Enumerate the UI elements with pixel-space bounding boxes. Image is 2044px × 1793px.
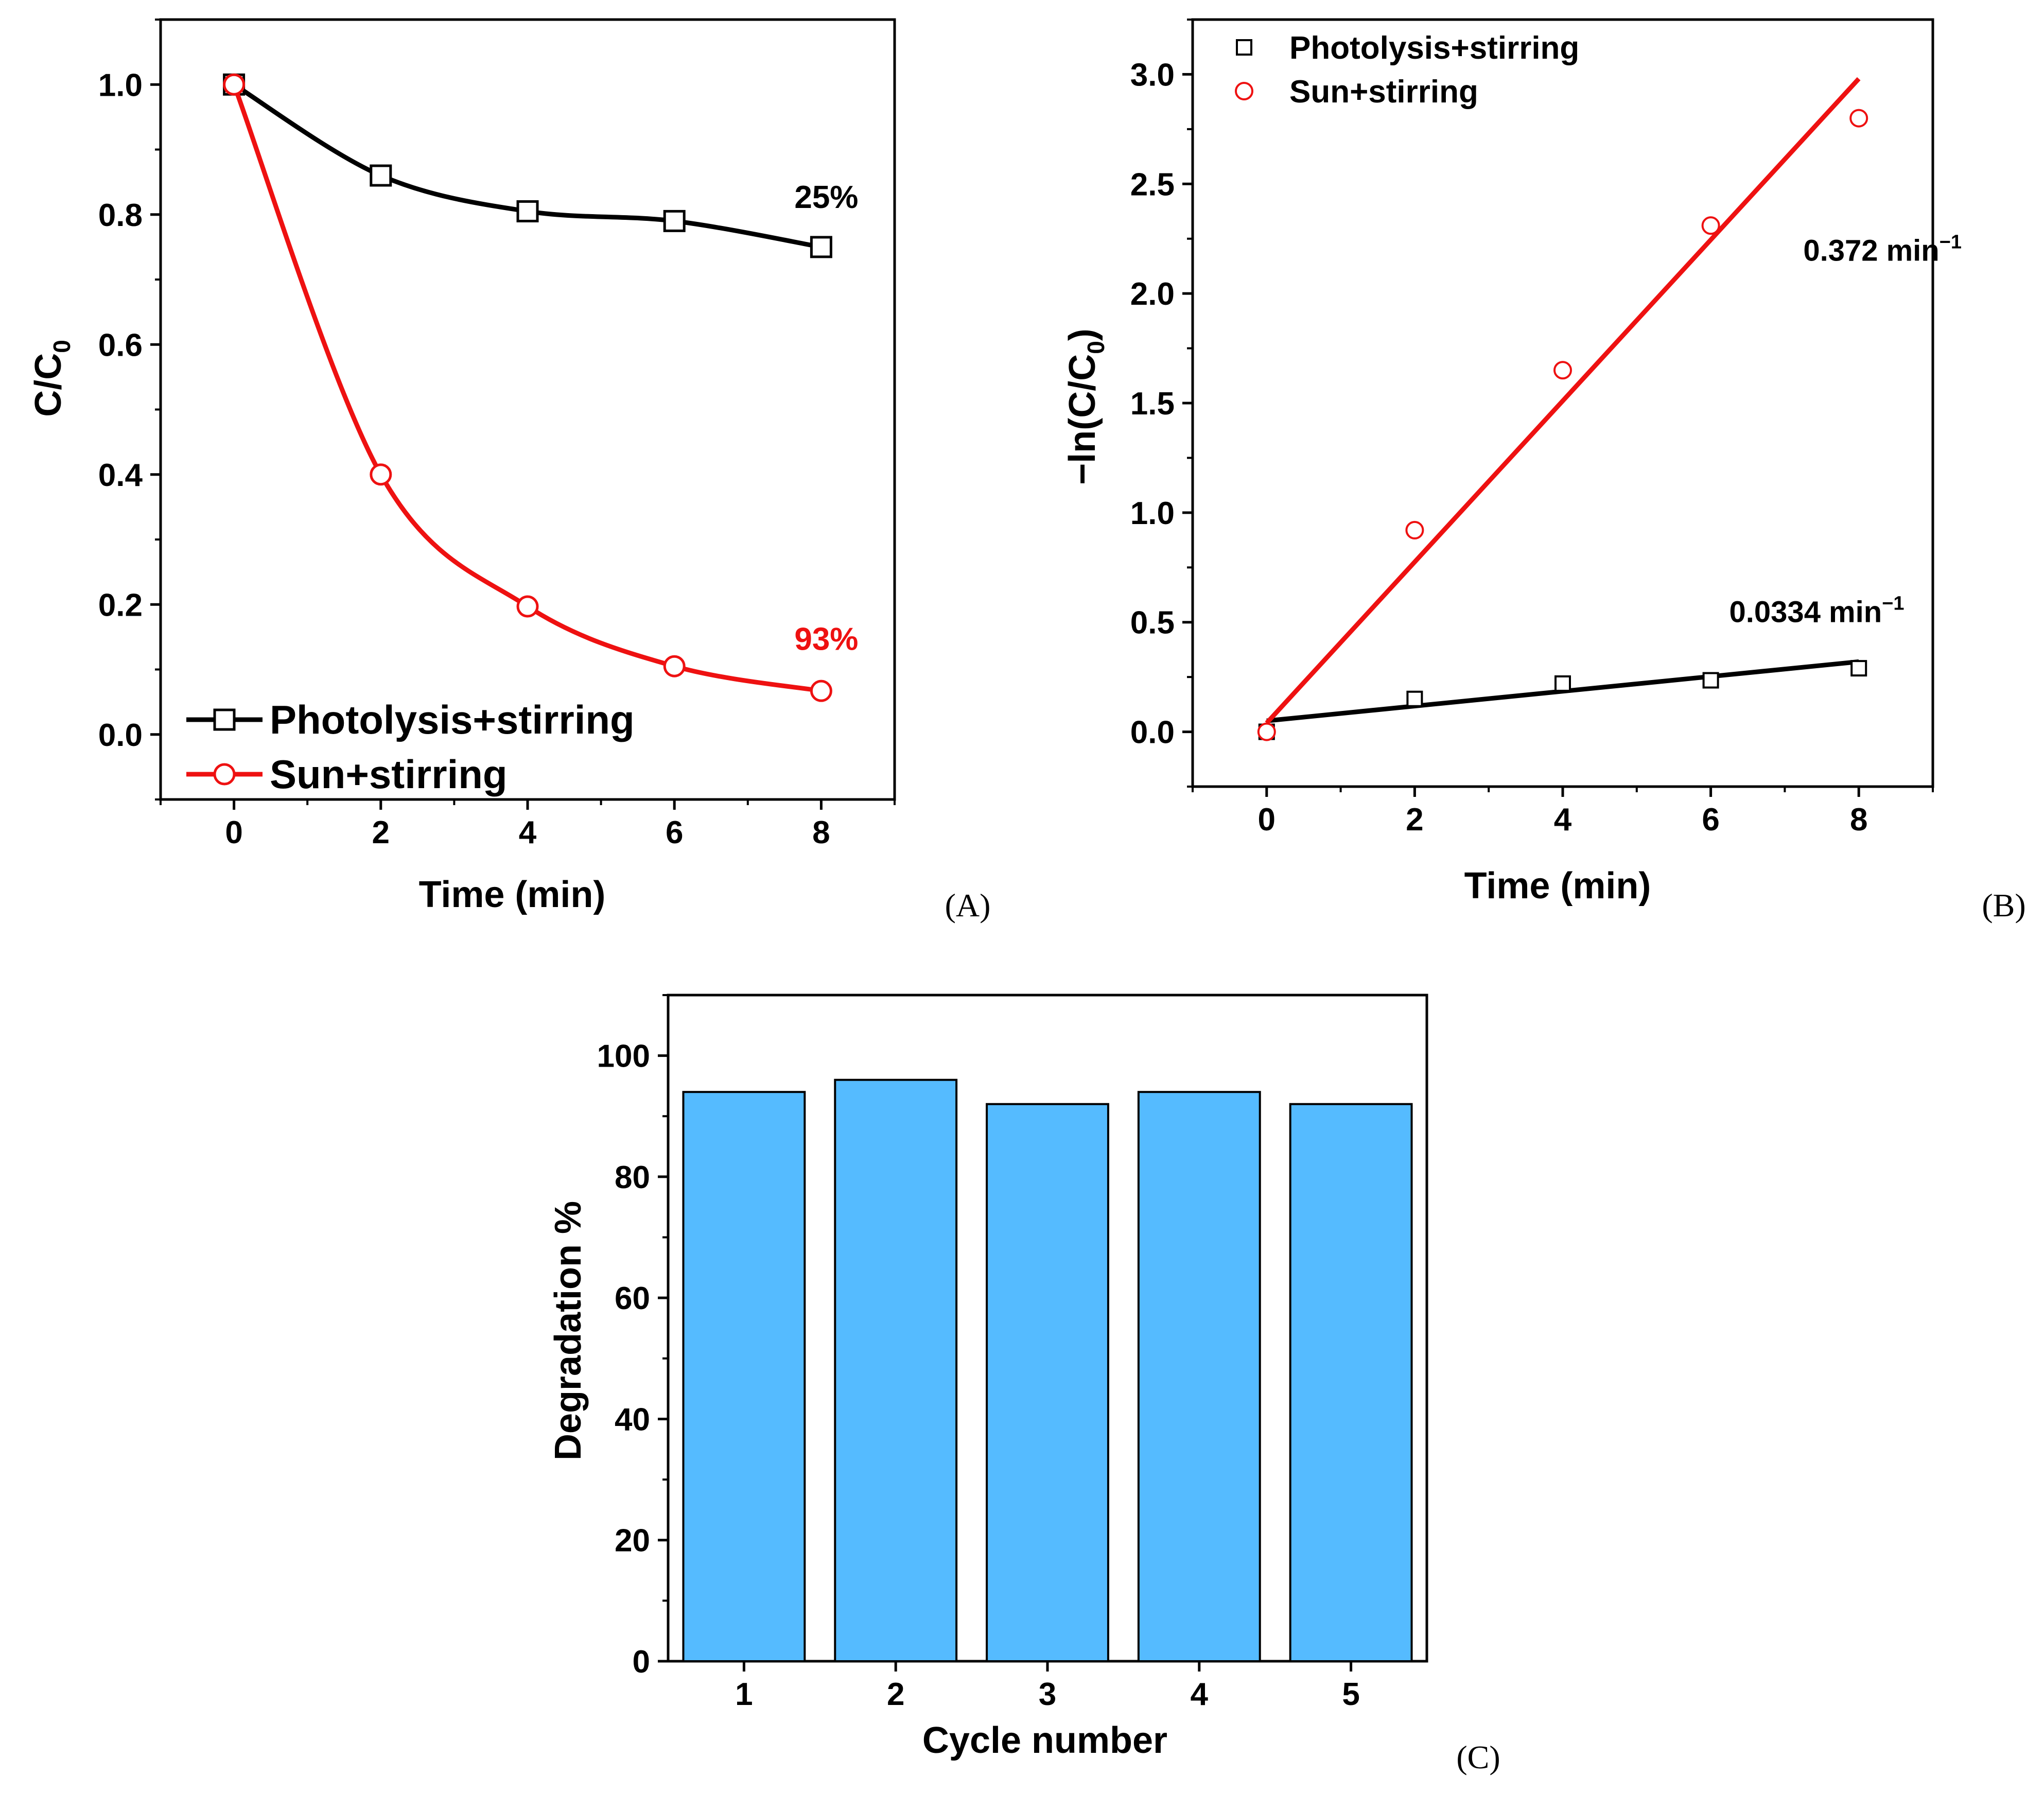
x-tick-label: 1 — [735, 1677, 753, 1712]
y-tick-label: 1.0 — [98, 67, 143, 103]
y-axis-title: −ln(C/C0) — [1062, 328, 1109, 485]
x-tick-label: 8 — [1850, 802, 1867, 838]
y-tick-label: 2.0 — [1130, 276, 1175, 312]
bar-cycle-2 — [834, 1078, 958, 1662]
legend-marker — [1235, 82, 1253, 100]
y-tick-label: 80 — [615, 1160, 650, 1195]
x-axis-title: Cycle number — [922, 1720, 1167, 1761]
y-tick-label: 0.5 — [1130, 605, 1175, 641]
y-tick-label: 0.8 — [98, 198, 143, 233]
data-point-sun — [1701, 216, 1720, 235]
bar-cycle-3 — [986, 1103, 1109, 1662]
y-tick-label: 0.6 — [98, 327, 143, 363]
rate-constant-label: 0.372 min−1 — [1803, 231, 1962, 267]
panel-b-kinetics-chart: 0 2 4 6 8 0.0 0.5 1.0 1.5 2.0 2.5 3.0 0.372 min−1 0.0… — [1062, 18, 2026, 924]
x-tick-label: 2 — [1406, 802, 1423, 838]
y-tick-label: 60 — [615, 1281, 650, 1316]
legend-label: Photolysis+stirring — [270, 697, 635, 742]
y-tick-label: 40 — [615, 1402, 650, 1437]
y-tick-label: 0.0 — [98, 718, 143, 753]
x-tick-label: 4 — [1191, 1677, 1209, 1712]
data-point-photolysis — [1554, 675, 1571, 692]
y-tick-label: 0.0 — [1130, 715, 1175, 751]
y-tick-label: 100 — [597, 1039, 650, 1074]
data-point-sun — [370, 463, 392, 486]
bar-cycle-5 — [1289, 1103, 1413, 1662]
panel-a-line-chart: 0 2 4 6 8 0.0 0.2 0.4 0.6 0.8 1.0 25% 93% Photolysis+… — [28, 18, 991, 924]
legend-label: Photolysis+stirring — [1289, 30, 1579, 66]
data-point-photolysis — [370, 164, 392, 187]
data-point-sun — [810, 680, 832, 702]
data-point-photolysis — [516, 200, 539, 222]
y-tick-label: 0.2 — [98, 587, 143, 623]
x-tick-label: 0 — [225, 815, 242, 850]
data-point-photolysis — [1406, 690, 1423, 707]
x-tick-label: 4 — [1554, 802, 1572, 838]
panel-c-bar-chart: 1 2 3 4 5 0 20 40 60 80 100 Cycle number Degradation… — [548, 994, 1500, 1775]
data-point-sun — [223, 73, 246, 96]
data-point-photolysis — [1702, 672, 1719, 689]
legend-label: Sun+stirring — [1289, 74, 1478, 110]
x-tick-label: 4 — [519, 815, 537, 850]
y-tick-label: 2.5 — [1130, 167, 1175, 202]
bar-cycle-1 — [682, 1091, 806, 1663]
y-tick-label: 0 — [633, 1644, 650, 1680]
bar-cycle-4 — [1137, 1091, 1261, 1663]
y-tick-label: 3.0 — [1130, 57, 1175, 93]
legend-label: Sun+stirring — [270, 752, 508, 797]
y-axis-title: C/C0 — [28, 340, 75, 417]
x-tick-label: 0 — [1258, 802, 1276, 838]
x-tick-label: 6 — [1702, 802, 1719, 838]
legend-marker — [213, 763, 236, 786]
series-line-sun — [232, 83, 822, 693]
x-tick-label: 2 — [887, 1677, 904, 1712]
data-point-sun — [1849, 109, 1868, 128]
data-point-sun — [1257, 722, 1276, 741]
panel-label-b: (B) — [1982, 887, 2025, 924]
y-tick-label: 1.0 — [1130, 496, 1175, 531]
y-tick-label: 0.4 — [98, 458, 143, 493]
x-tick-label: 5 — [1342, 1677, 1359, 1712]
legend-marker — [213, 708, 236, 731]
x-tick-label: 8 — [812, 815, 830, 850]
annotation-label: 93% — [794, 622, 858, 657]
fit-line-sun — [1265, 77, 1861, 725]
x-tick-label: 2 — [372, 815, 390, 850]
x-axis-title: Time (min) — [419, 874, 606, 915]
legend-marker — [1236, 39, 1252, 56]
data-point-sun — [663, 655, 686, 677]
y-tick-label: 20 — [615, 1523, 650, 1559]
y-axis-title: Degradation % — [548, 1201, 589, 1460]
panel-label-a: (A) — [945, 887, 991, 924]
rate-constant-label: 0.0334 min−1 — [1729, 593, 1905, 629]
data-point-sun — [1553, 361, 1572, 380]
panel-label-c: (C) — [1456, 1739, 1500, 1775]
data-point-sun — [516, 595, 539, 618]
data-point-photolysis — [663, 210, 686, 232]
x-tick-label: 3 — [1039, 1677, 1056, 1712]
data-point-photolysis — [810, 236, 832, 258]
data-point-sun — [1405, 520, 1424, 539]
annotation-label: 25% — [794, 180, 858, 215]
data-point-photolysis — [1850, 660, 1867, 677]
y-tick-label: 1.5 — [1130, 386, 1175, 422]
x-tick-label: 6 — [666, 815, 683, 850]
x-axis-title: Time (min) — [1464, 865, 1651, 907]
